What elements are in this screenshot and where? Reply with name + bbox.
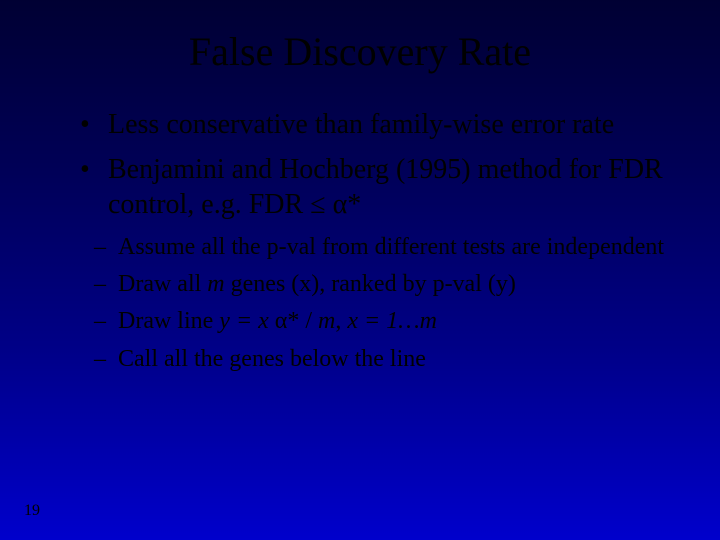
sub-bullet-text: Call all the genes below the line <box>118 346 426 372</box>
bullet-item: Benjamini and Hochberg (1995) method for… <box>80 152 670 222</box>
sub-bullet-item: Draw all m genes (x), ranked by p-val (y… <box>94 269 670 300</box>
sub-bullet-item: Draw line y = x α* / m, x = 1…m <box>94 306 670 337</box>
bullet-item: Less conservative than family-wise error… <box>80 107 670 142</box>
sub-bullet-text: Draw all m genes (x), ranked by p-val (y… <box>118 271 516 297</box>
sub-bullet-text: Draw line y = x α* / m, x = 1…m <box>118 308 437 334</box>
slide-title: False Discovery Rate <box>50 28 670 75</box>
page-number: 19 <box>24 502 40 520</box>
bullet-text: Less conservative than family-wise error… <box>108 109 614 140</box>
slide: False Discovery Rate Less conservative t… <box>0 0 720 540</box>
sub-bullet-item: Assume all the p-val from different test… <box>94 232 670 263</box>
bullet-text: Benjamini and Hochberg (1995) method for… <box>108 154 663 220</box>
main-bullet-list: Less conservative than family-wise error… <box>50 107 670 222</box>
sub-bullet-list: Assume all the p-val from different test… <box>50 232 670 375</box>
sub-bullet-item: Call all the genes below the line <box>94 344 670 375</box>
sub-bullet-text: Assume all the p-val from different test… <box>118 234 664 260</box>
